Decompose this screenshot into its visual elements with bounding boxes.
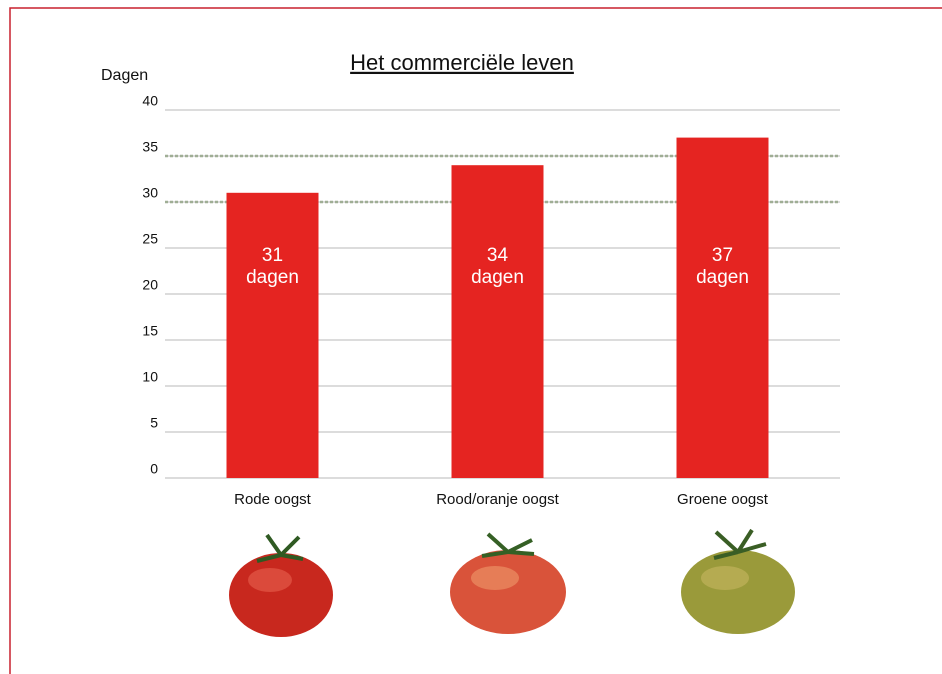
x-tick-label: Groene oogst xyxy=(677,491,769,508)
y-tick-label: 30 xyxy=(142,185,158,201)
y-tick-label: 10 xyxy=(142,369,158,385)
y-tick-label: 25 xyxy=(142,231,158,247)
x-tick-label: Rode oogst xyxy=(234,491,312,508)
y-tick-label: 35 xyxy=(142,139,158,155)
y-tick-label: 15 xyxy=(142,323,158,339)
bar xyxy=(227,193,319,478)
chart: Het commerciële leven Dagen 0 5 10 15 20 25 30… xyxy=(0,0,942,674)
chart-title: Het commerciële leven xyxy=(350,50,574,75)
y-tick-label: 0 xyxy=(150,461,158,477)
y-tick-label: 20 xyxy=(142,277,158,293)
page: Het commerciële leven Dagen 0 5 10 15 20 25 30… xyxy=(0,0,942,674)
value-label: 31 dagen xyxy=(238,245,308,289)
bar xyxy=(677,138,769,478)
y-tick-label: 5 xyxy=(150,415,158,431)
x-tick-label: Rood/oranje oogst xyxy=(436,491,559,508)
value-label: 37 dagen xyxy=(688,245,758,289)
value-label: 34 dagen xyxy=(463,245,533,289)
y-tick-label: 40 xyxy=(142,93,158,109)
bar xyxy=(452,165,544,478)
y-axis-label: Dagen xyxy=(101,67,148,84)
tomatoes xyxy=(229,530,795,637)
